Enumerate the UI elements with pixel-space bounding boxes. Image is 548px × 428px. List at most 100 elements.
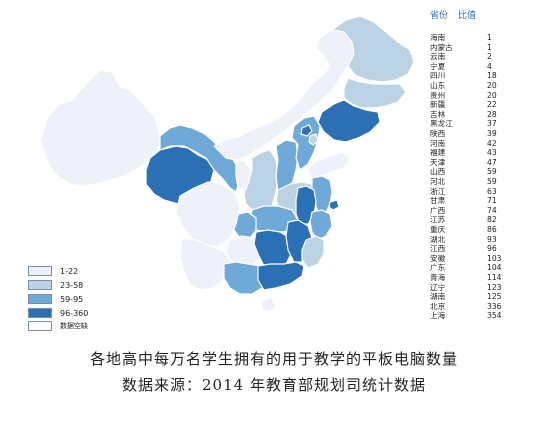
province-name: 河南 <box>430 138 446 148</box>
province-region <box>175 181 241 247</box>
province-value: 114 <box>487 273 502 282</box>
province-value: 2 <box>487 52 492 62</box>
province-name: 湖北 <box>430 234 446 244</box>
province-value: 71 <box>487 196 497 206</box>
table-row: 北京 336 <box>430 302 530 312</box>
table-row: 安徽 103 <box>430 254 530 264</box>
province-name: 北京 <box>430 301 446 311</box>
province-region <box>223 261 267 295</box>
table-row: 吉林 28 <box>430 110 530 120</box>
province-region <box>291 115 321 171</box>
legend-label: 23-58 <box>60 281 84 290</box>
legend-swatch <box>28 294 52 304</box>
province-value: 103 <box>487 253 502 263</box>
province-name: 辽宁 <box>430 282 446 292</box>
province-region <box>308 133 319 146</box>
table-row: 黑龙江 37 <box>430 119 530 129</box>
province-value: 20 <box>487 81 497 90</box>
province-value: 22 <box>487 100 497 110</box>
province-value: 28 <box>487 109 497 119</box>
table-row: 江苏 82 <box>430 215 530 225</box>
province-name: 广东 <box>430 263 446 273</box>
province-name: 青海 <box>430 273 446 282</box>
table-row: 天津 47 <box>430 158 530 168</box>
legend-swatch <box>28 308 52 318</box>
table-row: 新疆 22 <box>430 100 530 110</box>
province-region <box>309 209 333 241</box>
table-row: 宁夏 4 <box>430 62 530 72</box>
province-value: 37 <box>487 119 497 129</box>
province-region <box>317 99 381 143</box>
province-value: 104 <box>487 263 502 273</box>
table-row: 辽宁 123 <box>430 283 530 293</box>
table-row: 广东 104 <box>430 263 530 273</box>
table-row: 陕西 39 <box>430 129 530 139</box>
table-row: 重庆 86 <box>430 225 530 235</box>
table-row: 青海 114 <box>430 273 530 283</box>
table-row: 甘肃 71 <box>430 196 530 206</box>
province-name: 甘肃 <box>430 196 446 206</box>
table-row: 江西 96 <box>430 244 530 254</box>
table-row: 福建 43 <box>430 148 530 158</box>
province-name: 海南 <box>430 33 446 42</box>
province-region <box>243 149 279 215</box>
province-name: 四川 <box>430 71 446 81</box>
province-value: 42 <box>487 138 497 148</box>
table-row: 湖南 125 <box>430 292 530 302</box>
province-name: 陕西 <box>430 129 446 138</box>
legend-swatch <box>28 266 52 276</box>
province-value: 59 <box>487 167 497 177</box>
province-value: 1 <box>487 42 492 52</box>
province-name: 山东 <box>430 81 446 90</box>
province-value: 39 <box>487 129 497 138</box>
province-name: 天津 <box>430 157 446 167</box>
province-name: 河北 <box>430 177 446 186</box>
table-row: 浙江 63 <box>430 187 530 197</box>
province-value: 82 <box>487 215 497 225</box>
table-row: 云南 2 <box>430 52 530 62</box>
province-region <box>261 297 277 313</box>
table-row: 山西 59 <box>430 167 530 177</box>
legend-swatch <box>28 280 52 290</box>
province-name: 山西 <box>430 167 446 177</box>
table-row: 广西 74 <box>430 206 530 216</box>
province-value: 63 <box>487 186 497 196</box>
province-value: 47 <box>487 157 497 167</box>
legend-label: 59-95 <box>60 295 84 304</box>
province-name: 新疆 <box>430 100 446 110</box>
province-region <box>301 235 325 269</box>
legend-label: 1-22 <box>60 267 79 276</box>
province-region <box>213 29 355 161</box>
province-name: 浙江 <box>430 186 446 196</box>
province-name: 重庆 <box>430 225 446 234</box>
table-row: 贵州 20 <box>430 91 530 101</box>
legend-swatch <box>28 321 52 331</box>
province-name: 江苏 <box>430 215 446 225</box>
table-row: 海南 1 <box>430 33 530 43</box>
province-value: 354 <box>487 311 502 321</box>
province-name: 上海 <box>430 311 446 321</box>
caption-title: 各地高中每万名学生拥有的用于教学的平板电脑数量 <box>89 350 458 368</box>
province-value: 59 <box>487 177 497 186</box>
province-region <box>257 261 305 291</box>
province-name: 吉林 <box>430 109 446 119</box>
province-value: 96 <box>487 244 497 254</box>
caption-source: 数据来源：2014 年教育部规划司统计数据 <box>122 376 426 394</box>
province-name: 内蒙古 <box>430 42 453 52</box>
table-row: 河南 42 <box>430 139 530 149</box>
legend-label: 96-360 <box>60 309 89 318</box>
province-name: 湖南 <box>430 292 446 302</box>
legend-label: 数据空缺 <box>60 322 88 330</box>
province-name: 云南 <box>430 52 446 62</box>
province-name: 贵州 <box>430 90 446 100</box>
province-region <box>343 77 407 109</box>
table-row: 山东 20 <box>430 81 530 91</box>
province-region <box>225 235 263 267</box>
table-row: 湖北 93 <box>430 235 530 245</box>
province-name: 广西 <box>430 205 446 215</box>
province-name: 安徽 <box>430 253 446 263</box>
province-value: 1 <box>487 33 492 42</box>
province-value: 125 <box>487 292 502 302</box>
province-region <box>331 15 415 83</box>
